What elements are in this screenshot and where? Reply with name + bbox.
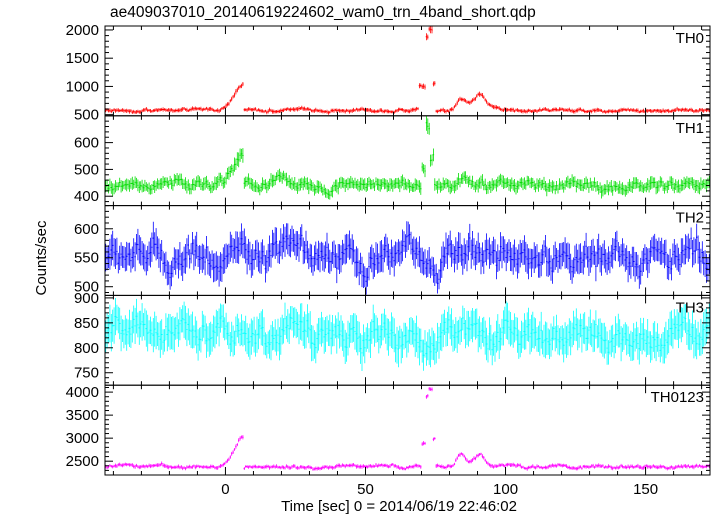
y-tick-label: 400 — [74, 188, 99, 205]
light-curve-th0 — [105, 26, 710, 115]
x-axis-label: Time [sec] 0 = 2014/06/19 22:46:02 — [281, 498, 517, 515]
y-tick-label: 600 — [74, 135, 99, 152]
x-tick-label: 0 — [221, 481, 229, 498]
error-bars-th0 — [105, 26, 710, 115]
y-tick-label: 3500 — [66, 407, 99, 424]
y-tick-label: 850 — [74, 315, 99, 332]
light-curve-th3 — [105, 298, 710, 371]
y-tick-label: 500 — [74, 161, 99, 178]
panel-th2: 500 550 600 TH2 — [74, 205, 711, 296]
y-ticks-th0 — [105, 26, 710, 116]
data-points-th0123 — [105, 388, 710, 470]
x-tick-label: 150 — [633, 481, 658, 498]
light-curve-th0123 — [105, 387, 710, 471]
y-tick-label: 500 — [74, 279, 99, 296]
panel-label: TH0123 — [651, 389, 704, 406]
y-ticks-th1 — [105, 115, 710, 206]
panels-layer: 500 1000 1500 2000 TH0 400 500 600 TH1 500 550 600 T… — [66, 22, 711, 476]
y-tick-label: 550 — [74, 250, 99, 267]
panel-frame — [104, 115, 711, 207]
panel-frame — [104, 25, 711, 117]
error-bars-th0123 — [105, 387, 710, 471]
data-points-th3 — [105, 315, 710, 356]
y-tick-label: 2500 — [66, 453, 99, 470]
panel-frame — [104, 294, 711, 386]
y-ticks-th3 — [105, 295, 710, 386]
panel-label: TH3 — [676, 299, 704, 316]
y-tick-label: 900 — [74, 290, 99, 307]
y-tick-label: 4000 — [66, 384, 99, 401]
panel-label: TH1 — [676, 120, 704, 137]
data-points-th1 — [105, 122, 710, 196]
error-bars-th2 — [105, 221, 710, 295]
x-axis: 0 50 100 150 — [221, 481, 658, 498]
x-tick-label: 50 — [357, 481, 374, 498]
data-points-th0 — [105, 28, 710, 114]
y-tick-label: 600 — [74, 221, 99, 238]
error-bars-th3 — [105, 298, 710, 371]
panel-label: TH2 — [676, 210, 704, 227]
y-ticks-th2 — [105, 205, 710, 296]
panel-th0: 500 1000 1500 2000 TH0 — [66, 22, 711, 124]
y-ticks-th0123 — [105, 385, 710, 476]
error-bars-th1 — [105, 115, 710, 200]
panel-th1: 400 500 600 TH1 — [74, 115, 711, 207]
light-curve-th1 — [105, 115, 710, 200]
light-curve-th2 — [105, 221, 710, 295]
y-tick-label: 500 — [74, 107, 99, 124]
y-tick-label: 750 — [74, 365, 99, 382]
panel-label: TH0 — [676, 30, 704, 47]
x-tick-label: 100 — [493, 481, 518, 498]
panel-frame — [104, 384, 711, 476]
y-tick-label: 1500 — [66, 50, 99, 67]
y-tick-label: 800 — [74, 340, 99, 357]
y-axis-label: Counts/sec — [33, 220, 50, 296]
chart-title: ae409037010_20140619224602_wam0_trn_4ban… — [110, 4, 536, 21]
panel-th3: 750 800 850 900 TH3 — [74, 290, 711, 386]
y-tick-label: 2000 — [66, 22, 99, 39]
data-points-th2 — [105, 234, 710, 284]
y-tick-label: 3000 — [66, 430, 99, 447]
panel-th0123: 2500 3000 3500 4000 TH0123 — [66, 384, 711, 476]
y-tick-label: 1000 — [66, 78, 99, 95]
